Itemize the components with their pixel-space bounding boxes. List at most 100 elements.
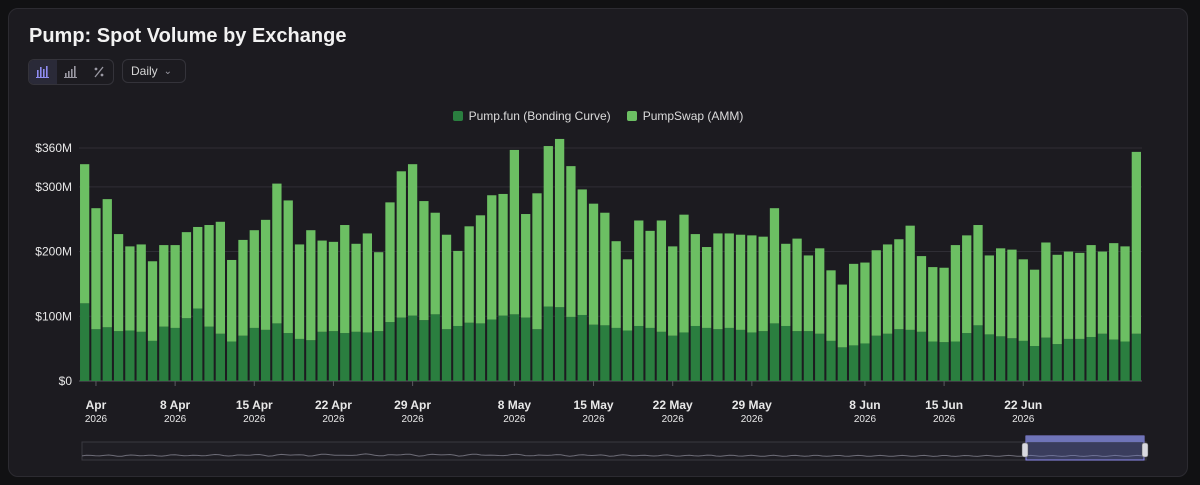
bar-amm bbox=[1041, 242, 1051, 338]
y-tick-label: $300M bbox=[35, 180, 72, 194]
bar-amm bbox=[430, 212, 440, 315]
bar-amm bbox=[249, 230, 259, 328]
bar-bonding-curve bbox=[498, 315, 508, 381]
x-tick-label: 29 May bbox=[732, 398, 772, 412]
bar-bonding-curve bbox=[1018, 340, 1028, 381]
chevron-down-icon: ⌄ bbox=[163, 65, 173, 77]
x-tick-year: 2026 bbox=[401, 414, 424, 425]
bar-amm bbox=[385, 202, 395, 323]
legend-item-bonding-curve[interactable]: Pump.fun (Bonding Curve) bbox=[452, 109, 611, 123]
bar-amm bbox=[464, 226, 474, 323]
bar-amm bbox=[374, 252, 384, 332]
bar-bonding-curve bbox=[815, 333, 825, 381]
bar-amm bbox=[984, 255, 994, 335]
bar-amm bbox=[690, 234, 700, 326]
x-tick-year: 2026 bbox=[854, 414, 877, 425]
chart-title: Pump: Spot Volume by Exchange bbox=[29, 25, 347, 47]
bar-amm bbox=[317, 240, 327, 332]
bar-amm bbox=[1109, 243, 1119, 340]
bar-amm bbox=[351, 243, 361, 332]
bar-amm bbox=[102, 199, 112, 328]
bar-bonding-curve bbox=[374, 331, 384, 381]
bar-amm bbox=[1075, 252, 1085, 339]
bar-amm bbox=[679, 214, 689, 333]
bar-amm bbox=[475, 215, 486, 324]
bar-amm bbox=[962, 235, 972, 334]
x-tick-year: 2026 bbox=[164, 414, 187, 425]
bar-bonding-curve bbox=[645, 327, 655, 381]
bar-amm bbox=[1029, 269, 1040, 347]
bar-bonding-curve bbox=[1097, 333, 1108, 381]
bar-amm bbox=[159, 245, 169, 327]
bar-bonding-curve bbox=[227, 341, 237, 381]
x-tick-label: 8 Apr bbox=[160, 398, 191, 412]
bar-bonding-curve bbox=[803, 331, 814, 381]
bar-amm bbox=[113, 234, 124, 332]
x-tick-year: 2026 bbox=[503, 414, 526, 425]
y-tick-label: $360M bbox=[35, 141, 72, 155]
legend-item-amm[interactable]: PumpSwap (AMM) bbox=[626, 109, 743, 123]
bar-amm bbox=[701, 247, 712, 328]
bar-amm bbox=[611, 241, 621, 328]
bar-bonding-curve bbox=[577, 314, 587, 381]
bar-amm bbox=[1086, 245, 1096, 337]
legend-swatch-amm bbox=[626, 111, 637, 121]
bar-bonding-curve bbox=[656, 331, 667, 381]
bar-amm bbox=[340, 225, 350, 334]
bar-amm bbox=[996, 248, 1006, 337]
navigator-drag-bar[interactable] bbox=[1026, 436, 1144, 442]
bar-bonding-curve bbox=[351, 331, 361, 381]
bar-amm bbox=[1063, 251, 1074, 339]
chart-toolbar: Daily ⌄ bbox=[28, 59, 186, 85]
bar-bonding-curve bbox=[848, 345, 859, 381]
bar-bonding-curve bbox=[80, 303, 90, 381]
stacked-bar-chart-button[interactable] bbox=[57, 60, 85, 84]
bar-bonding-curve bbox=[419, 320, 429, 381]
x-tick-year: 2026 bbox=[933, 414, 956, 425]
navigator-handle-right[interactable] bbox=[1141, 442, 1149, 458]
bar-bonding-curve bbox=[238, 335, 248, 381]
bar-bonding-curve bbox=[340, 333, 350, 381]
bar-amm bbox=[713, 233, 723, 330]
bar-bonding-curve bbox=[939, 342, 949, 381]
bar-bonding-curve bbox=[91, 329, 101, 381]
bar-bonding-curve bbox=[441, 329, 452, 381]
bar-bonding-curve bbox=[204, 326, 214, 381]
bar-bonding-curve bbox=[1131, 333, 1141, 381]
bar-bonding-curve bbox=[260, 329, 271, 381]
bar-bonding-curve bbox=[521, 317, 531, 381]
interval-select[interactable]: Daily ⌄ bbox=[122, 59, 186, 83]
bars bbox=[80, 138, 1141, 381]
bar-bonding-curve bbox=[600, 325, 610, 381]
bar-amm bbox=[227, 259, 237, 342]
x-tick-label: 15 Jun bbox=[925, 398, 963, 412]
bar-bonding-curve bbox=[170, 327, 180, 381]
bar-bonding-curve bbox=[1109, 339, 1119, 381]
bar-bonding-curve bbox=[894, 329, 904, 381]
percent-button[interactable] bbox=[85, 60, 113, 84]
bar-amm bbox=[860, 262, 870, 344]
navigator-handle-left[interactable] bbox=[1021, 442, 1029, 458]
bar-bonding-curve bbox=[475, 323, 486, 381]
bar-amm bbox=[441, 234, 452, 330]
grouped-bar-chart-button[interactable] bbox=[29, 60, 57, 84]
bar-amm bbox=[136, 244, 146, 332]
bar-bonding-curve bbox=[679, 332, 689, 381]
bar-bonding-curve bbox=[1086, 336, 1096, 381]
bar-amm bbox=[554, 138, 565, 308]
x-tick-year: 2026 bbox=[322, 414, 345, 425]
bar-bonding-curve bbox=[554, 307, 565, 381]
bar-bonding-curve bbox=[181, 318, 192, 381]
bar-bonding-curve bbox=[509, 314, 520, 381]
bar-amm bbox=[1052, 254, 1062, 345]
bar-amm bbox=[871, 250, 881, 336]
bar-amm bbox=[125, 246, 135, 331]
bar-bonding-curve bbox=[962, 333, 972, 381]
x-tick-year: 2026 bbox=[243, 414, 266, 425]
x-tick-label: 22 May bbox=[653, 398, 693, 412]
bar-bonding-curve bbox=[543, 306, 553, 381]
bar-bonding-curve bbox=[147, 340, 158, 381]
interval-select-value: Daily bbox=[131, 64, 158, 78]
x-tick-label: 29 Apr bbox=[394, 398, 431, 412]
bar-amm bbox=[204, 225, 214, 327]
